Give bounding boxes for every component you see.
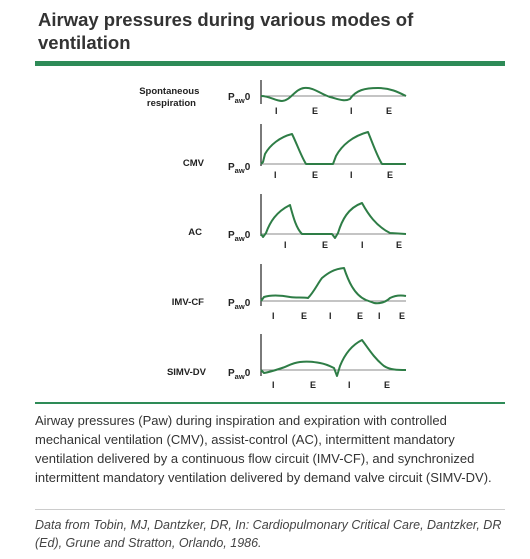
title-divider [35, 61, 505, 66]
mode-label: AC [188, 227, 202, 238]
paw-axis-label: Paw0 [228, 368, 251, 381]
figure-source: Data from Tobin, MJ, Dantzker, DR, In: C… [35, 518, 502, 550]
pressure-curve [260, 267, 407, 305]
phase-label: E [384, 380, 390, 390]
mode-label-line1: Spontaneous [139, 86, 199, 97]
paw-main: P [228, 162, 235, 173]
phase-label: I [275, 106, 278, 116]
phase-label: E [386, 106, 392, 116]
mode-label: CMV [183, 158, 205, 169]
phase-label: I [272, 311, 275, 321]
panel-cmv: CMV Paw0 I E I E [183, 124, 406, 180]
paw-sub: aw [235, 372, 245, 381]
source-divider [35, 509, 505, 510]
phase-label: I [361, 240, 364, 250]
phase-label: I [329, 311, 332, 321]
mode-label-line2: respiration [147, 98, 196, 109]
phase-label: I [350, 170, 353, 180]
pressure-curve [260, 202, 407, 239]
panel-imv-cf: IMV-CF Paw0 I E I E I E [172, 264, 407, 321]
ventilation-diagram: Spontaneous respiration Paw0 I E I E CMV… [139, 80, 407, 390]
paw-zero: 0 [245, 162, 251, 173]
phase-label: I [272, 380, 275, 390]
panel-simv-dv: SIMV-DV Paw0 I E I E [167, 334, 407, 390]
panel-spontaneous: Spontaneous respiration Paw0 I E I E [139, 80, 407, 116]
paw-sub: aw [235, 234, 245, 243]
paw-sub: aw [235, 302, 245, 311]
mode-label: IMV-CF [172, 297, 204, 308]
phase-label: E [399, 311, 405, 321]
paw-axis-label: Paw0 [228, 162, 251, 175]
phase-label: E [312, 170, 318, 180]
phase-label: E [310, 380, 316, 390]
paw-zero: 0 [245, 368, 251, 379]
paw-axis-label: Paw0 [228, 298, 251, 311]
phase-label: E [301, 311, 307, 321]
phase-label: E [322, 240, 328, 250]
phase-label: I [378, 311, 381, 321]
paw-sub: aw [235, 96, 245, 105]
paw-zero: 0 [245, 92, 251, 103]
phase-label: E [312, 106, 318, 116]
paw-main: P [228, 230, 235, 241]
pressure-curve [260, 339, 407, 377]
phase-label: E [357, 311, 363, 321]
phase-label: I [284, 240, 287, 250]
paw-sub: aw [235, 166, 245, 175]
caption-divider [35, 402, 505, 404]
paw-axis-label: Paw0 [228, 92, 251, 105]
figure-caption: Airway pressures (Paw) during inspiratio… [35, 413, 492, 485]
phase-label: I [348, 380, 351, 390]
phase-label: E [387, 170, 393, 180]
pressure-curve [260, 86, 407, 102]
paw-main: P [228, 298, 235, 309]
mode-label: SIMV-DV [167, 367, 207, 378]
paw-main: P [228, 92, 235, 103]
paw-zero: 0 [245, 298, 251, 309]
paw-axis-label: Paw0 [228, 230, 251, 243]
phase-label: I [274, 170, 277, 180]
mode-label: Spontaneous respiration [139, 86, 202, 109]
paw-main: P [228, 368, 235, 379]
phase-label: E [396, 240, 402, 250]
paw-zero: 0 [245, 230, 251, 241]
figure-title: Airway pressures during various modes of… [38, 9, 414, 53]
phase-label: I [350, 106, 353, 116]
panel-ac: AC Paw0 I E I E [188, 194, 407, 250]
pressure-curve [260, 131, 406, 165]
